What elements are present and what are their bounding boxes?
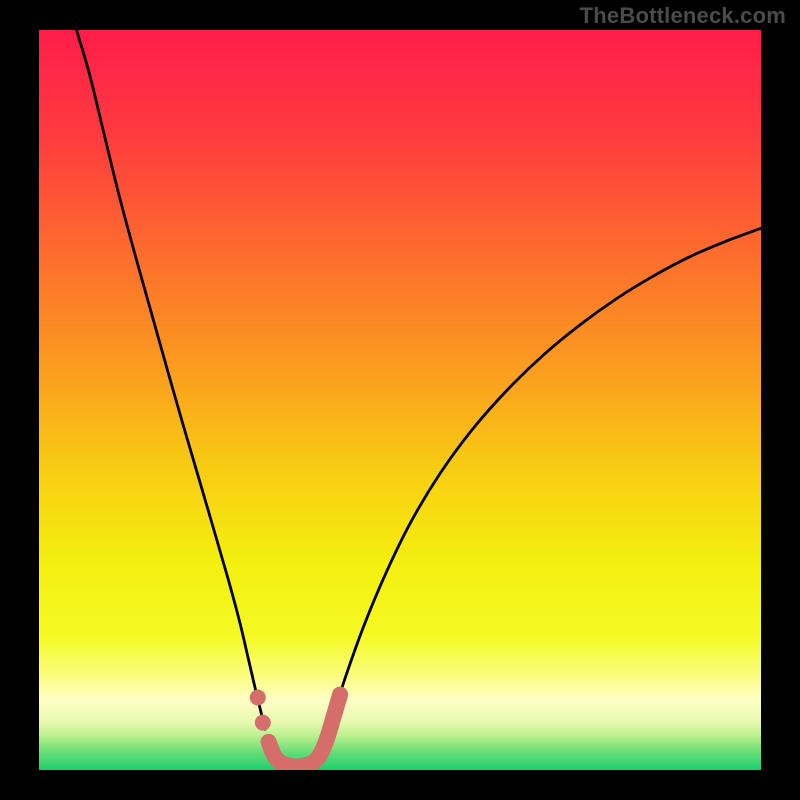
bottleneck-chart <box>0 0 800 800</box>
watermark-text: TheBottleneck.com <box>580 3 786 29</box>
marker-dot-1 <box>255 715 271 731</box>
chart-container: TheBottleneck.com <box>0 0 800 800</box>
marker-dot-0 <box>250 689 266 705</box>
plot-background <box>39 30 761 770</box>
